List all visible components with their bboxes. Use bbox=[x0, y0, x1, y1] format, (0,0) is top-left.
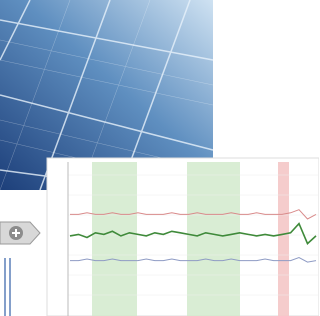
side-bars bbox=[5, 258, 10, 316]
page bbox=[0, 0, 319, 316]
nav-button[interactable] bbox=[0, 222, 40, 244]
